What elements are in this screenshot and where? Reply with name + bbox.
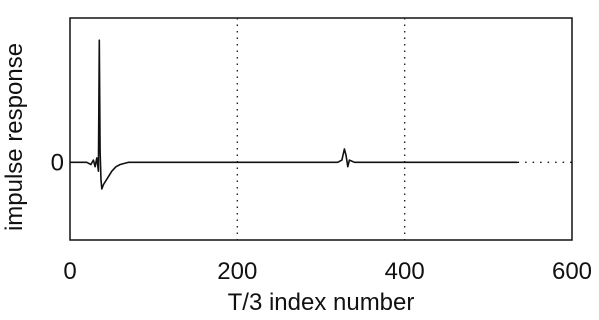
impulse-response-line xyxy=(70,40,518,189)
plot-frame xyxy=(70,18,572,240)
y-tick-label-zero: 0 xyxy=(51,149,64,176)
x-tick-label-200: 200 xyxy=(217,258,257,285)
grid-lines xyxy=(237,18,404,240)
x-tick-label-0: 0 xyxy=(63,258,76,285)
y-axis-label: impulse response xyxy=(1,43,28,231)
x-tick-label-400: 400 xyxy=(385,258,425,285)
x-tick-label-600: 600 xyxy=(552,258,592,285)
x-axis-label: T/3 index number xyxy=(228,289,415,316)
x-tick-labels: 0 200 400 600 xyxy=(63,258,592,285)
